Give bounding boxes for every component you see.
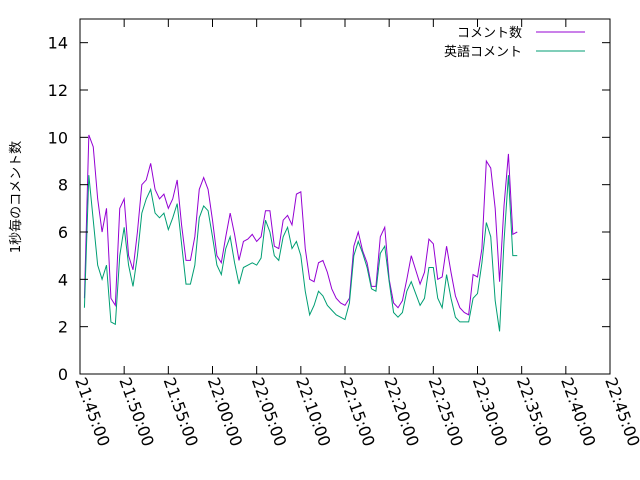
x-tick-label: 22:40:00	[557, 375, 599, 449]
x-tick-label: 22:35:00	[513, 375, 555, 449]
y-tick-label: 6	[58, 223, 68, 242]
x-tick-label: 22:00:00	[204, 375, 246, 449]
x-tick-label: 22:20:00	[380, 375, 422, 449]
x-tick-label: 22:10:00	[292, 375, 334, 449]
x-tick-label: 21:50:00	[115, 375, 157, 449]
x-tick-label: 22:05:00	[248, 375, 290, 449]
y-axis-title: 1秒毎のコメント数	[8, 141, 24, 253]
y-tick-label: 4	[58, 270, 68, 289]
x-tick-label: 22:45:00	[601, 375, 640, 449]
x-tick-label: 21:45:00	[71, 375, 113, 449]
y-tick-label: 8	[58, 176, 68, 195]
series-layer	[83, 134, 518, 332]
y-tick-label: 10	[48, 128, 68, 147]
x-tick-label: 21:55:00	[160, 375, 202, 449]
y-tick-label: 2	[58, 318, 68, 337]
plot-border	[79, 18, 611, 375]
y-tick-label: 12	[48, 81, 68, 100]
legend-label: 英語コメント	[444, 44, 522, 60]
x-tick-label: 22:15:00	[336, 375, 378, 449]
x-tick-label: 22:25:00	[425, 375, 467, 449]
x-tick-label: 22:30:00	[469, 375, 511, 449]
legend-label: コメント数	[457, 26, 522, 41]
series-line-0	[83, 134, 518, 316]
y-tick-label: 0	[58, 365, 68, 384]
series-line-1	[83, 175, 518, 332]
y-tick-label: 14	[48, 34, 68, 53]
ticks-layer: 0 2 4 6 8 10 12 14 21:45:00 21:50:00 21:55:00 22:00…	[48, 19, 640, 449]
